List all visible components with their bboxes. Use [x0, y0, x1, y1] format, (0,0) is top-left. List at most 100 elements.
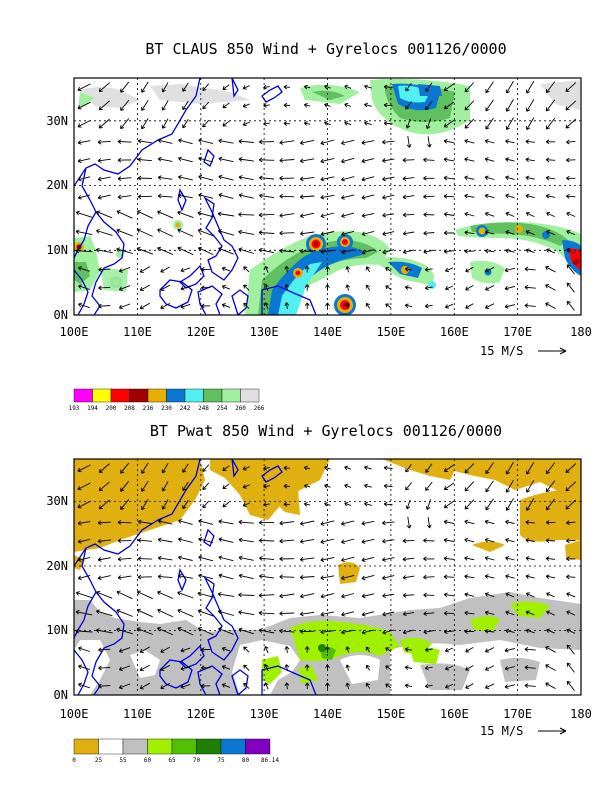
pwat-wind-arrow [424, 665, 433, 671]
claus-colorbar-label: 208 [124, 405, 135, 412]
claus-wind-arrow [361, 249, 375, 255]
claus-wind-arrow [157, 138, 173, 144]
pwat-wind-arrow [303, 501, 311, 507]
claus-wind-arrow [117, 194, 132, 200]
claus-wind-arrow [443, 249, 455, 254]
claus-xtick-120e: 120E [186, 325, 215, 339]
claus-wind-arrow [425, 82, 433, 92]
claus-wind-arrow [566, 175, 576, 181]
pwat-wind-arrow [464, 610, 475, 616]
claus-wind-arrow [299, 212, 315, 219]
pwat-wind-arrow [182, 499, 189, 510]
claus-wind-arrow [545, 302, 556, 309]
pwat-wind-arrow [221, 665, 231, 670]
claus-wind-arrow [425, 118, 432, 130]
claus-wind-arrow [525, 230, 535, 236]
pwat-wind-arrow [404, 683, 413, 689]
pwat-wind-arrow [465, 665, 474, 671]
pwat-wind-arrow [259, 573, 275, 579]
pwat-y-axis: 0N 10N 20N 30N [46, 494, 68, 702]
pwat-wind-arrow [118, 647, 131, 653]
claus-wind-arrow [423, 249, 435, 255]
claus-wind-arrow [258, 247, 275, 254]
claus-wind-arrow [320, 139, 335, 146]
pwat-wind-arrow [485, 665, 495, 671]
pwat-wind-arrow [526, 461, 535, 475]
claus-wind-arrow [137, 157, 152, 163]
pwat-wind-arrow [264, 682, 269, 690]
claus-panel: BT CLAUS 850 Wind + Gyrelocs 001126/0000 [46, 40, 592, 412]
pwat-wind-arrow [361, 574, 375, 581]
pwat-xtick-100e: 100E [60, 707, 89, 721]
claus-wind-arrow [178, 138, 193, 145]
pwat-wind-arrow [242, 466, 250, 471]
pwat-wind-arrow [197, 609, 214, 617]
pwat-wind-arrow [464, 592, 475, 597]
claus-wind-arrow [485, 285, 495, 291]
claus-wind-arrow [180, 303, 191, 309]
claus-colorbar-swatch [184, 388, 204, 403]
pwat-wind-arrow [545, 520, 556, 525]
claus-colorbar-swatch [129, 388, 149, 403]
pwat-wind-arrow [160, 664, 171, 672]
claus-wind-arrow [141, 118, 149, 130]
claus-wind-arrow [525, 211, 535, 218]
pwat-xtick-130e: 130E [250, 707, 279, 721]
claus-wind-arrow [77, 158, 91, 164]
pwat-x-axis: 100E 110E 120E 130E 140E 150E 160E 170E … [60, 707, 592, 721]
pwat-wind-arrow [402, 556, 415, 562]
pwat-wind-arrow [361, 629, 375, 635]
pwat-wind-arrow [263, 483, 270, 489]
pwat-wind-arrow [526, 498, 535, 511]
claus-colorbar-swatch [240, 388, 260, 403]
claus-wind-arrow [385, 285, 392, 290]
claus-wind-arrow [344, 102, 352, 108]
claus-wind-arrow [242, 85, 250, 90]
claus-wind-arrow [264, 302, 269, 310]
pwat-wind-arrow [443, 592, 455, 598]
pwat-panel-title: BT Pwat 850 Wind + Gyrelocs 001126/0000 [150, 422, 502, 440]
claus-wind-arrow [303, 121, 311, 126]
pwat-wind-arrow [525, 574, 535, 579]
claus-map-frame [73, 77, 582, 316]
claus-wind-arrow [325, 302, 330, 309]
claus-xtick-130e: 130E [250, 325, 279, 339]
pwat-wind-arrow [566, 556, 576, 562]
claus-colorbar-swatch [92, 388, 112, 403]
pwat-wind-arrow [524, 647, 536, 652]
claus-wind-arrow [324, 84, 331, 90]
claus-wind-arrow [505, 80, 514, 94]
claus-wind-arrow [160, 266, 171, 273]
pwat-wind-arrow [198, 519, 214, 525]
pwat-wind-arrow [137, 519, 152, 525]
claus-wind-arrow [365, 266, 371, 273]
claus-wind-arrow [405, 101, 412, 110]
claus-wind-arrow [424, 267, 433, 272]
claus-wind-arrow [117, 176, 132, 181]
claus-wind-arrow [361, 230, 375, 237]
pwat-wind-arrow [263, 465, 270, 471]
claus-wind-arrow [221, 303, 231, 308]
pwat-wind-arrow [445, 665, 454, 671]
claus-wind-arrow [243, 284, 250, 291]
claus-colorbar-swatch [147, 388, 167, 403]
pwat-wind-arrow [566, 628, 576, 634]
pwat-wind-arrow [525, 556, 535, 561]
claus-wind-arrow [505, 230, 515, 235]
claus-wind-arrow [382, 249, 395, 255]
pwat-wind-arrow [218, 573, 234, 580]
claus-wind-arrow [75, 210, 93, 218]
claus-wind-arrow [545, 139, 556, 145]
pwat-wind-arrow [464, 481, 475, 492]
claus-wind-arrow [263, 84, 270, 90]
claus-colorbar-swatch [110, 388, 130, 403]
pwat-wind-arrow [464, 537, 475, 543]
pwat-wind-arrow [505, 610, 515, 616]
claus-wind-arrow [258, 139, 275, 145]
pwat-wind-arrow [178, 519, 193, 525]
claus-wind-arrow [566, 264, 575, 275]
pwat-wind-arrow [383, 483, 393, 489]
pwat-vector-key-label: 15 M/S [480, 724, 523, 738]
pwat-wind-vectors [75, 461, 577, 691]
claus-wind-arrow [525, 248, 535, 254]
